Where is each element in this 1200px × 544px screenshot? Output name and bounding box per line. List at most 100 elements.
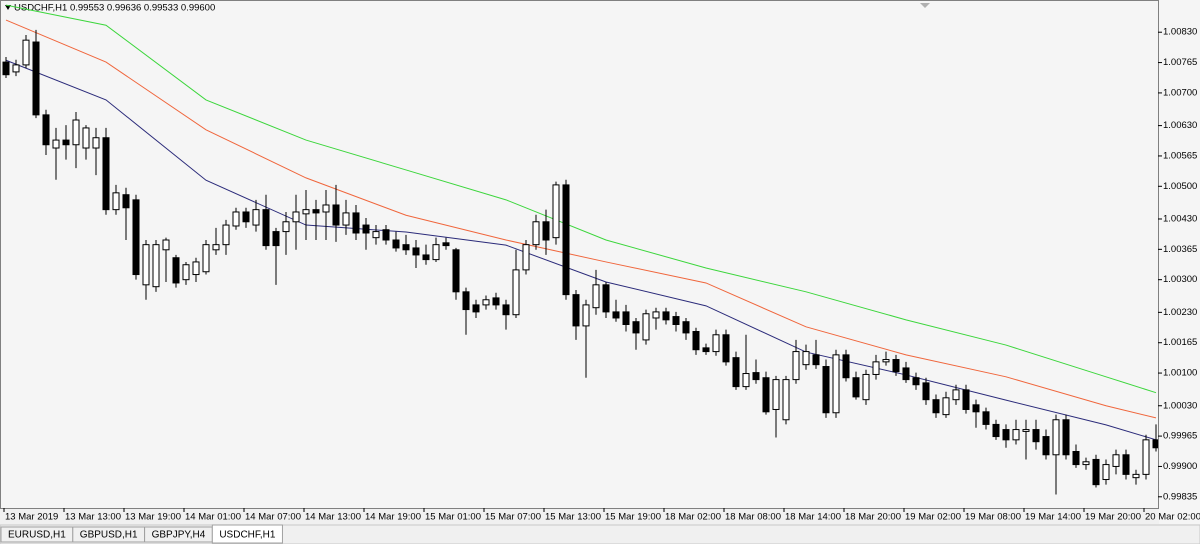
y-tick-label: 1.00300: [1163, 274, 1197, 285]
candle-body: [102, 137, 110, 211]
candle-body: [782, 379, 790, 421]
candle-body: [1062, 419, 1070, 456]
candle-body: [612, 311, 620, 319]
candle-body: [92, 137, 100, 149]
candle-body: [62, 139, 70, 146]
tab-label: GBPUSD,H1: [80, 530, 138, 541]
tab[interactable]: [211, 524, 283, 544]
candle-body: [462, 291, 470, 311]
x-tick-label: 13 Mar 13:00: [65, 512, 121, 523]
candle-body: [182, 264, 190, 281]
candle-body: [72, 119, 80, 146]
candle-body: [22, 39, 30, 66]
candle-body: [932, 399, 940, 414]
candle-body: [1012, 429, 1020, 441]
y-tick-label: 1.00500: [1163, 181, 1197, 192]
candle-body: [562, 184, 570, 296]
y-tick-label: 1.00365: [1163, 244, 1197, 255]
x-tick-label: 19 Mar 02:00: [905, 512, 961, 523]
y-tick-label: 1.00165: [1163, 337, 1197, 348]
chart-title: USDCHF,H1 0.99553 0.99636 0.99533 0.9960…: [14, 3, 215, 14]
candle-body: [512, 269, 520, 316]
candle-body: [1092, 458, 1100, 486]
x-tick-label: 15 Mar 01:00: [425, 512, 481, 523]
candle-body: [202, 244, 210, 273]
candle-body: [942, 397, 950, 416]
candle-body: [42, 114, 50, 146]
candle-body: [902, 367, 910, 381]
shift-marker[interactable]: [920, 3, 930, 8]
candle-body: [712, 334, 720, 353]
candle-body: [242, 211, 250, 223]
candle-body: [772, 379, 780, 410]
x-tick-label: 15 Mar 13:00: [545, 512, 601, 523]
candle-body: [352, 212, 360, 234]
candle-body: [1152, 439, 1158, 449]
candle-body: [762, 377, 770, 413]
candle-body: [522, 244, 530, 271]
candle-body: [662, 311, 670, 321]
candle-body: [692, 331, 700, 351]
candle-body: [882, 359, 890, 363]
candle-body: [982, 411, 990, 425]
candle-body: [392, 239, 400, 249]
plot-area: [0, 0, 1159, 509]
candle-body: [732, 357, 740, 388]
candle-body: [162, 239, 170, 251]
candle-body: [682, 321, 690, 334]
candle-body: [852, 377, 860, 398]
candle-body: [452, 249, 460, 293]
candle-body: [12, 64, 20, 73]
candle-body: [722, 334, 730, 363]
y-tick-label: 0.99965: [1163, 431, 1197, 442]
candle-body: [672, 316, 680, 326]
candle-body: [812, 354, 820, 366]
candle-body: [1052, 419, 1060, 456]
candle-body: [952, 389, 960, 401]
candle-body: [1022, 429, 1030, 432]
y-tick-label: 1.00565: [1163, 150, 1197, 161]
candle-body: [912, 377, 920, 386]
x-tick-label: 14 Mar 07:00: [245, 512, 301, 523]
y-tick-label: 1.00230: [1163, 307, 1197, 318]
candle-body: [172, 257, 180, 284]
candle-body: [212, 244, 220, 251]
candle-body: [342, 212, 350, 226]
y-tick-label: 1.00100: [1163, 368, 1197, 379]
candle-body: [602, 284, 610, 313]
y-tick-label: 0.99835: [1163, 491, 1197, 502]
candle-body: [402, 244, 410, 251]
tab-label: USDCHF,H1: [219, 530, 276, 541]
y-tick-label: 1.00700: [1163, 87, 1197, 98]
tab-label: EURUSD,H1: [8, 530, 66, 541]
moving-average-line: [5, 19, 1157, 419]
y-tick-label: 1.00030: [1163, 400, 1197, 411]
candle-body: [292, 211, 300, 223]
candle-body: [592, 284, 600, 309]
candle-body: [222, 224, 230, 246]
candle-body: [132, 199, 140, 276]
candle-body: [252, 209, 260, 226]
candle-body: [872, 361, 880, 375]
candle-body: [552, 184, 560, 239]
candle-body: [622, 311, 630, 326]
candle-body: [432, 244, 440, 261]
candle-body: [582, 304, 590, 327]
x-tick-label: 14 Mar 19:00: [365, 512, 421, 523]
y-tick-label: 1.00430: [1163, 213, 1197, 224]
candle-body: [152, 244, 160, 288]
candle-body: [502, 304, 510, 316]
candle-body: [1122, 454, 1130, 475]
candle-body: [972, 404, 980, 413]
x-tick-label: 15 Mar 07:00: [485, 512, 541, 523]
x-tick-label: 18 Mar 14:00: [785, 512, 841, 523]
tab-bar: [0, 524, 1200, 544]
tab-label: GBPJPY,H4: [152, 530, 206, 541]
x-tick-label: 18 Mar 08:00: [725, 512, 781, 523]
candle-body: [652, 311, 660, 319]
candle-body: [542, 221, 550, 241]
candle-body: [262, 209, 270, 247]
candle-body: [992, 423, 1000, 438]
x-tick-label: 13 Mar 19:00: [125, 512, 181, 523]
candle-body: [482, 299, 490, 306]
